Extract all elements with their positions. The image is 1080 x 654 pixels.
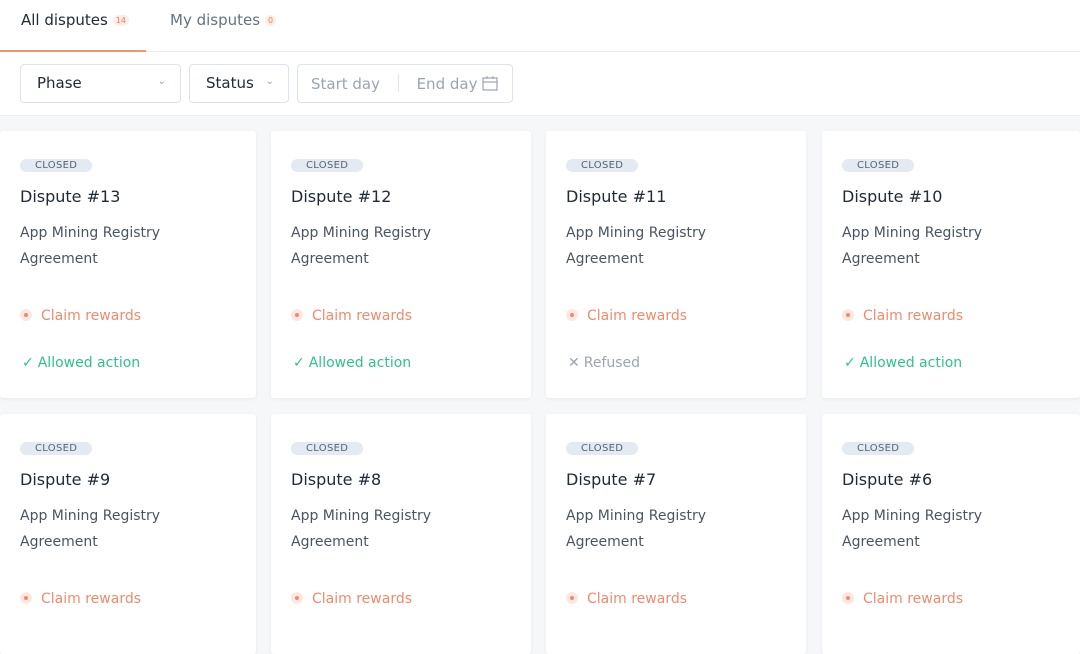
tab-my-disputes[interactable]: My disputes 0 <box>170 0 277 52</box>
status-label: Status <box>206 74 254 92</box>
action-text: Claim rewards <box>863 591 964 607</box>
action-label: Claim rewards <box>842 591 963 607</box>
dispute-card[interactable]: CLOSED Dispute #13 App Mining Registry A… <box>0 131 256 398</box>
chevron-down-icon: ⌄ <box>157 76 166 87</box>
action-text: Claim rewards <box>863 308 964 324</box>
action-label: Claim rewards <box>291 591 412 607</box>
dispute-title: Dispute #8 <box>291 470 382 489</box>
ruling-text: Allowed action <box>859 355 963 371</box>
ruling-result: ✓ Allowed action <box>22 355 140 371</box>
calendar-icon <box>482 76 498 91</box>
ruling-result: ✓ Allowed action <box>293 355 411 371</box>
count-badge: 0 <box>265 15 277 26</box>
start-day-input[interactable]: Start day <box>311 75 381 93</box>
dispute-description: App Mining Registry Agreement <box>20 508 161 550</box>
action-text: Claim rewards <box>41 308 142 324</box>
status-badge: CLOSED <box>566 159 639 172</box>
divider <box>397 74 399 92</box>
status-badge: CLOSED <box>291 159 364 172</box>
dispute-card[interactable]: CLOSED Dispute #11 App Mining Registry A… <box>546 131 806 398</box>
status-badge: CLOSED <box>20 159 93 172</box>
dispute-title: Dispute #11 <box>566 187 667 206</box>
dispute-description: App Mining Registry Agreement <box>842 225 983 267</box>
dispute-description: App Mining Registry Agreement <box>842 508 983 550</box>
dispute-title: Dispute #7 <box>566 470 657 489</box>
check-icon: ✓ <box>844 355 856 371</box>
ruling-text: Allowed action <box>37 355 141 371</box>
tab-bar: All disputes 14 My disputes 0 <box>0 0 1080 52</box>
action-text: Claim rewards <box>587 308 688 324</box>
dispute-title: Dispute #6 <box>842 470 933 489</box>
status-dropdown[interactable]: Status ⌄ <box>189 64 289 103</box>
filters: Phase ⌄ Status ⌄ Start day End day <box>0 52 1080 115</box>
dot-icon <box>20 309 32 321</box>
dot-icon <box>291 309 303 321</box>
chevron-down-icon: ⌄ <box>265 76 274 87</box>
dot-icon <box>566 592 578 604</box>
action-text: Claim rewards <box>41 591 142 607</box>
check-icon: ✓ <box>22 355 34 371</box>
dot-icon <box>842 592 854 604</box>
dispute-title: Dispute #10 <box>842 187 943 206</box>
status-badge: CLOSED <box>291 442 364 455</box>
tab-label: All disputes <box>21 11 108 29</box>
dispute-card[interactable]: CLOSED Dispute #6 App Mining Registry Ag… <box>822 414 1080 654</box>
count-badge: 14 <box>112 15 130 26</box>
dispute-description: App Mining Registry Agreement <box>291 508 432 550</box>
status-badge: CLOSED <box>566 442 639 455</box>
action-label: Claim rewards <box>291 308 412 324</box>
dispute-card[interactable]: CLOSED Dispute #8 App Mining Registry Ag… <box>271 414 531 654</box>
dispute-description: App Mining Registry Agreement <box>566 508 707 550</box>
dot-icon <box>566 309 578 321</box>
ruling-text: Allowed action <box>308 355 412 371</box>
close-icon: ✕ <box>568 355 580 371</box>
tab-label: My disputes <box>170 11 261 29</box>
dispute-card[interactable]: CLOSED Dispute #7 App Mining Registry Ag… <box>546 414 806 654</box>
dispute-description: App Mining Registry Agreement <box>291 225 432 267</box>
date-range-picker[interactable]: Start day End day <box>297 64 513 103</box>
dispute-title: Dispute #13 <box>20 187 121 206</box>
dot-icon <box>842 309 854 321</box>
action-label: Claim rewards <box>566 308 687 324</box>
dispute-card[interactable]: CLOSED Dispute #9 App Mining Registry Ag… <box>0 414 256 654</box>
dispute-card[interactable]: CLOSED Dispute #10 App Mining Registry A… <box>822 131 1080 398</box>
action-label: Claim rewards <box>20 591 141 607</box>
dot-icon <box>20 592 32 604</box>
dispute-card[interactable]: CLOSED Dispute #12 App Mining Registry A… <box>271 131 531 398</box>
action-label: Claim rewards <box>842 308 963 324</box>
ruling-result: ✓ Allowed action <box>844 355 962 371</box>
status-badge: CLOSED <box>842 159 915 172</box>
dot-icon <box>291 592 303 604</box>
dispute-title: Dispute #12 <box>291 187 392 206</box>
tab-all-disputes[interactable]: All disputes 14 <box>0 0 146 52</box>
status-badge: CLOSED <box>842 442 915 455</box>
phase-dropdown[interactable]: Phase ⌄ <box>20 64 181 103</box>
action-label: Claim rewards <box>20 308 141 324</box>
action-text: Claim rewards <box>312 591 413 607</box>
ruling-text: Refused <box>583 355 641 371</box>
header: All disputes 14 My disputes 0 Phase ⌄ Statu… <box>0 0 1080 116</box>
check-icon: ✓ <box>293 355 305 371</box>
action-text: Claim rewards <box>312 308 413 324</box>
ruling-result: ✕ Refused <box>568 355 640 371</box>
dispute-description: App Mining Registry Agreement <box>20 225 161 267</box>
dispute-title: Dispute #9 <box>20 470 111 489</box>
status-badge: CLOSED <box>20 442 93 455</box>
action-label: Claim rewards <box>566 591 687 607</box>
phase-label: Phase <box>37 74 82 92</box>
end-day-input[interactable]: End day <box>416 75 478 93</box>
dispute-description: App Mining Registry Agreement <box>566 225 707 267</box>
action-text: Claim rewards <box>587 591 688 607</box>
